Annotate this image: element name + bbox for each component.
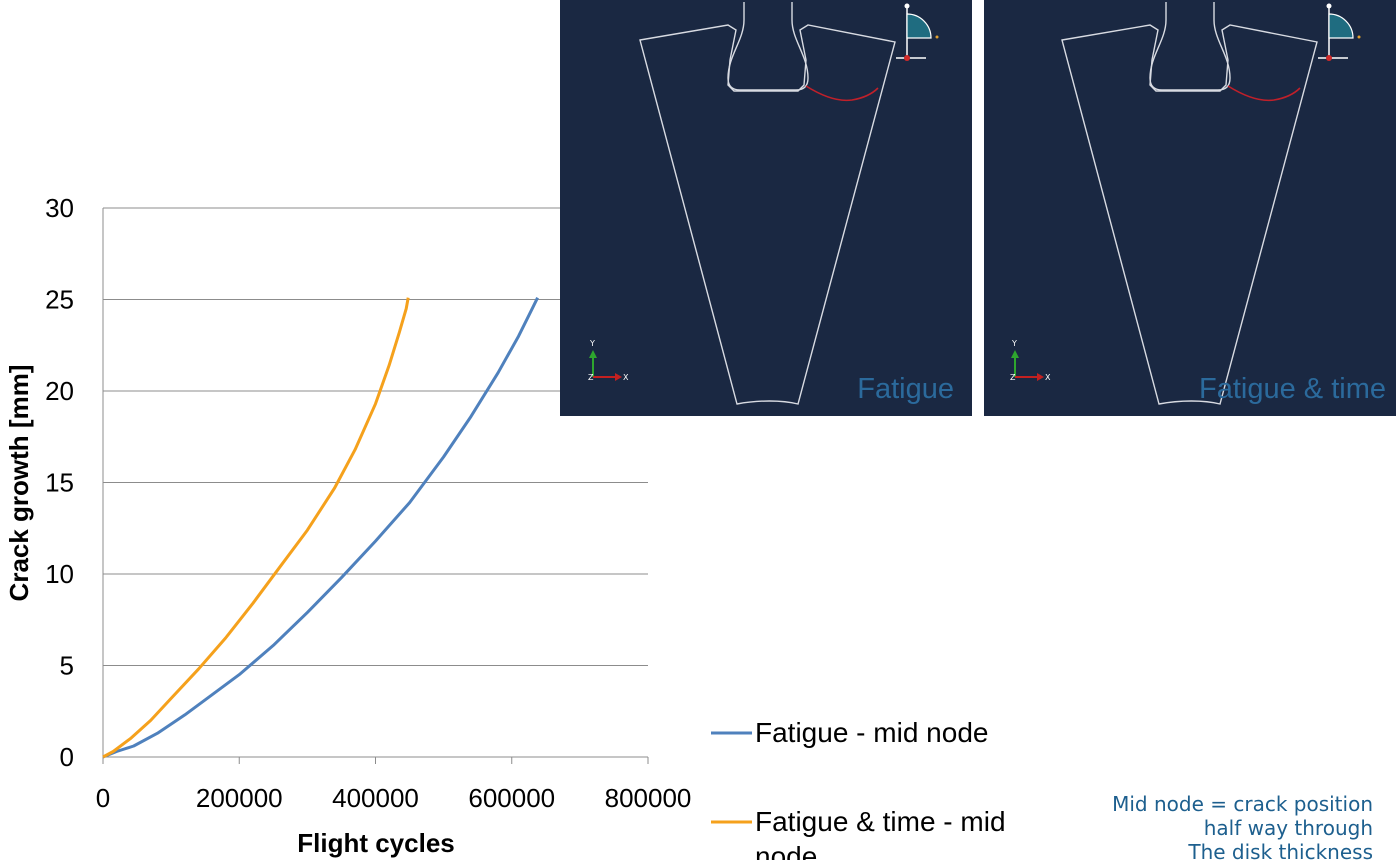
y-tick-labels: 0 5 10 15 20 25 30 bbox=[45, 193, 74, 772]
x-tick-labels: 0 200000 400000 600000 800000 bbox=[96, 783, 692, 813]
triad-z-label: Z bbox=[588, 373, 594, 382]
disk-sector-outline bbox=[639, 24, 896, 405]
note-line-3: The disk thickness bbox=[1188, 840, 1373, 864]
y-tick-label: 25 bbox=[45, 285, 74, 315]
x-axis-title: Flight cycles bbox=[297, 828, 455, 858]
view-cube-icon bbox=[1318, 3, 1361, 61]
panel-label-fatigue-time: Fatigue & time bbox=[1199, 373, 1386, 405]
y-tick-label: 30 bbox=[45, 193, 74, 223]
gridlines bbox=[103, 207, 648, 666]
series-lines bbox=[102, 297, 539, 759]
x-tick-label: 0 bbox=[96, 783, 110, 813]
blade-root-slot bbox=[727, 2, 809, 91]
mid-node-note: Mid node = crack position half way throu… bbox=[1053, 792, 1373, 864]
y-tick-label: 5 bbox=[60, 651, 74, 681]
series-line-0 bbox=[102, 297, 539, 759]
fea-panel-fatigue-time: Y X Z Fatigue & time bbox=[984, 0, 1396, 416]
legend-label-1: Fatigue & time - mid node bbox=[755, 806, 1006, 860]
disk-sector-model: Y X Z bbox=[588, 2, 939, 405]
x-tick-label: 400000 bbox=[332, 783, 419, 813]
y-tick-label: 20 bbox=[45, 376, 74, 406]
triad-z-label: Z bbox=[1010, 373, 1016, 382]
y-tick-label: 15 bbox=[45, 468, 74, 498]
fea-panel-fatigue: Y X Z Fatigue bbox=[560, 0, 972, 416]
coordinate-triad-icon: Y X Z bbox=[588, 339, 629, 382]
legend-label-0: Fatigue - mid node bbox=[755, 717, 988, 748]
view-cube-icon bbox=[896, 3, 939, 61]
y-tick-label: 10 bbox=[45, 559, 74, 589]
triad-y-label: Y bbox=[589, 339, 595, 348]
series-line-1 bbox=[102, 297, 410, 759]
panel-label-fatigue: Fatigue bbox=[857, 373, 954, 405]
x-tick-label: 600000 bbox=[468, 783, 555, 813]
triad-x-label: X bbox=[623, 373, 629, 382]
coordinate-triad-icon: Y X Z bbox=[1010, 339, 1051, 382]
axes bbox=[102, 208, 649, 764]
x-tick-label: 800000 bbox=[605, 783, 692, 813]
x-tick-label: 200000 bbox=[196, 783, 283, 813]
blade-root-slot bbox=[1149, 2, 1231, 91]
note-line-2: half way through bbox=[1203, 816, 1373, 840]
triad-y-label: Y bbox=[1011, 339, 1017, 348]
y-tick-label: 0 bbox=[60, 742, 74, 772]
crack-front-curve bbox=[1227, 85, 1301, 102]
crack-front-curve bbox=[805, 85, 879, 102]
legend: Fatigue - mid node Fatigue & time - mid no… bbox=[711, 717, 1006, 860]
triad-x-label: X bbox=[1045, 373, 1051, 382]
disk-sector-outline bbox=[1061, 24, 1318, 405]
y-axis-title: Crack growth [mm] bbox=[4, 365, 34, 602]
disk-sector-model: Y X Z bbox=[1010, 2, 1361, 405]
note-line-1: Mid node = crack position bbox=[1112, 792, 1373, 816]
